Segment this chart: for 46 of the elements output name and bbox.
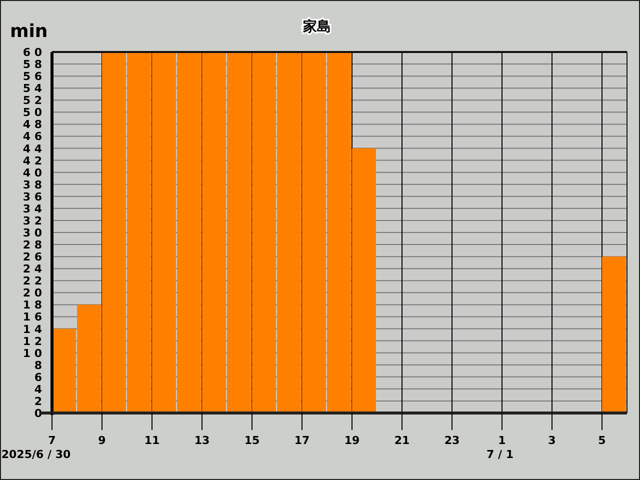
x-tick-label: 3	[548, 434, 556, 447]
y-tick-label: 4 8	[22, 118, 42, 132]
y-tick-label: 5 4	[22, 82, 42, 96]
x-tick-label: 5	[598, 434, 606, 447]
y-tick-label: 1 4	[22, 322, 42, 336]
x-tick-label: 21	[394, 434, 410, 447]
y-tick-label: 2 6	[22, 250, 42, 264]
text: 2025/6 / 30	[1, 448, 71, 461]
y-tick-label: 3 0	[22, 226, 42, 240]
y-tick-label: 2 2	[22, 274, 42, 288]
y-tick-label: 3 6	[22, 190, 42, 204]
chart-title: 家島	[302, 18, 331, 35]
y-tick-label: 2 0	[22, 286, 42, 300]
y-tick-label: 4 6	[22, 130, 42, 144]
y-tick-label: 1 0	[22, 346, 42, 360]
y-tick-label: 3 4	[22, 202, 42, 216]
y-tick-label: 4 4	[22, 142, 42, 156]
y-tick-label: 1 2	[22, 334, 42, 348]
y-tick-label: 5 6	[22, 70, 42, 84]
x-tick-label: 23	[444, 434, 460, 447]
y-tick-label: 1 8	[22, 298, 42, 312]
x-tick-label: 19	[344, 434, 360, 447]
y-tick-label: 5 0	[22, 106, 42, 120]
y-tick-label: 4	[34, 382, 42, 396]
x-tick-label: 7	[48, 434, 56, 447]
y-tick-label: 3 2	[22, 214, 42, 228]
y-axis-title: min	[10, 21, 48, 42]
text: 7 / 1	[486, 448, 514, 461]
y-tick-label: 3 8	[22, 178, 42, 192]
x-tick-label: 13	[194, 434, 210, 447]
y-tick-label: 4 2	[22, 154, 42, 168]
y-tick-label: 2 8	[22, 238, 42, 252]
y-tick-label: 8	[34, 358, 42, 372]
y-tick-label: 4 0	[22, 166, 42, 180]
x-tick-label: 15	[244, 434, 260, 447]
x-tick-label: 9	[98, 434, 106, 447]
y-tick-label: 6	[34, 370, 42, 384]
x-tick-label: 17	[294, 434, 310, 447]
y-tick-label: 5 8	[22, 58, 42, 72]
y-tick-label: 6 0	[22, 46, 42, 59]
x-tick-label: 1	[498, 434, 506, 447]
y-tick-label: 2	[34, 394, 42, 408]
y-tick-label: 5 2	[22, 94, 42, 108]
y-tick-label: 1 6	[22, 310, 42, 324]
y-tick-label: 2 4	[22, 262, 42, 276]
x-tick-label: 11	[144, 434, 160, 447]
